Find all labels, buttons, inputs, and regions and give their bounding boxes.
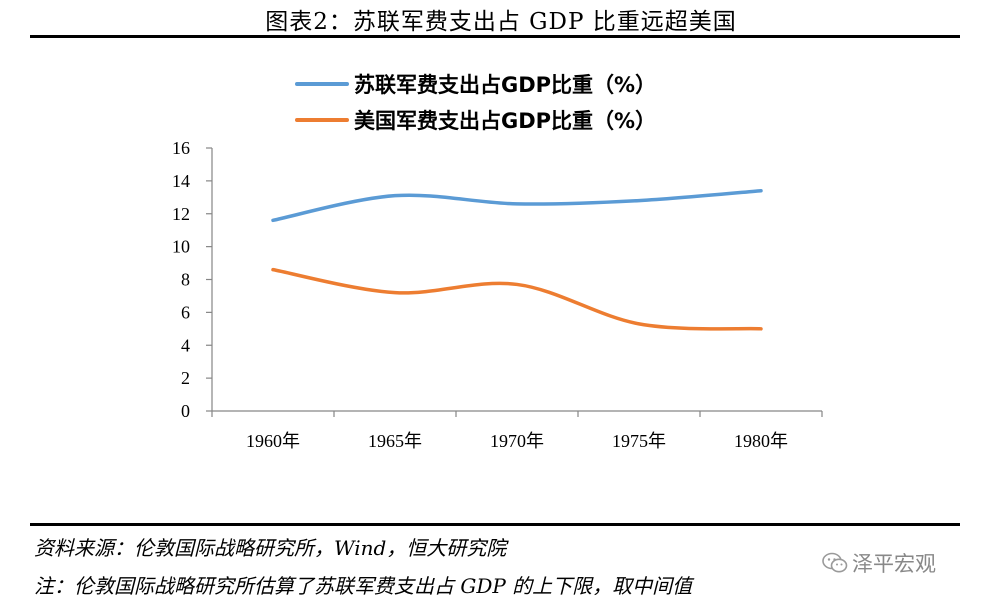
x-tick-label: 1980年 bbox=[734, 431, 788, 451]
line-chart: 苏联军费支出占GDP比重（%） 美国军费支出占GDP比重（%） 0 2 4 6 8 10 1… bbox=[172, 73, 823, 451]
y-tick-label: 8 bbox=[181, 270, 190, 290]
series-line-ussr bbox=[271, 188, 763, 223]
wechat-icon bbox=[822, 552, 848, 573]
y-tick-label: 10 bbox=[172, 237, 190, 257]
y-tick-label: 16 bbox=[172, 138, 190, 158]
series-line-usa bbox=[271, 267, 763, 331]
watermark: 泽平宏观 bbox=[822, 548, 936, 578]
footnote: 注：伦敦国际战略研究所估算了苏联军费支出占 GDP 的上下限，取中间值 bbox=[34, 574, 693, 598]
x-tick-label: 1970年 bbox=[490, 431, 544, 451]
watermark-text: 泽平宏观 bbox=[852, 552, 936, 576]
source-note: 资料来源：伦敦国际战略研究所，Wind，恒大研究院 bbox=[34, 536, 507, 560]
y-axis-ticks: 0 2 4 6 8 10 12 14 16 bbox=[172, 138, 212, 421]
y-tick-label: 4 bbox=[181, 335, 190, 355]
series-lines bbox=[271, 188, 763, 331]
figure-title: 图表2：苏联军费支出占 GDP 比重远超美国 bbox=[265, 9, 737, 35]
legend-label-usa: 美国军费支出占GDP比重（%） bbox=[354, 109, 656, 133]
chart-axes bbox=[211, 148, 822, 412]
chart-legend: 苏联军费支出占GDP比重（%） 美国军费支出占GDP比重（%） bbox=[295, 73, 656, 133]
x-tick-label: 1965年 bbox=[368, 431, 422, 451]
x-axis-ticks: 1960年 1965年 1970年 1975年 1980年 bbox=[211, 411, 823, 451]
y-tick-label: 0 bbox=[181, 401, 190, 421]
y-tick-label: 14 bbox=[172, 171, 190, 191]
x-tick-label: 1960年 bbox=[246, 431, 300, 451]
legend-label-ussr: 苏联军费支出占GDP比重（%） bbox=[354, 73, 656, 97]
x-tick-label: 1975年 bbox=[612, 431, 666, 451]
y-tick-label: 2 bbox=[181, 368, 190, 388]
bottom-rule bbox=[30, 523, 960, 526]
top-rule bbox=[30, 35, 960, 38]
y-tick-label: 6 bbox=[181, 302, 190, 322]
y-tick-label: 12 bbox=[172, 204, 190, 224]
